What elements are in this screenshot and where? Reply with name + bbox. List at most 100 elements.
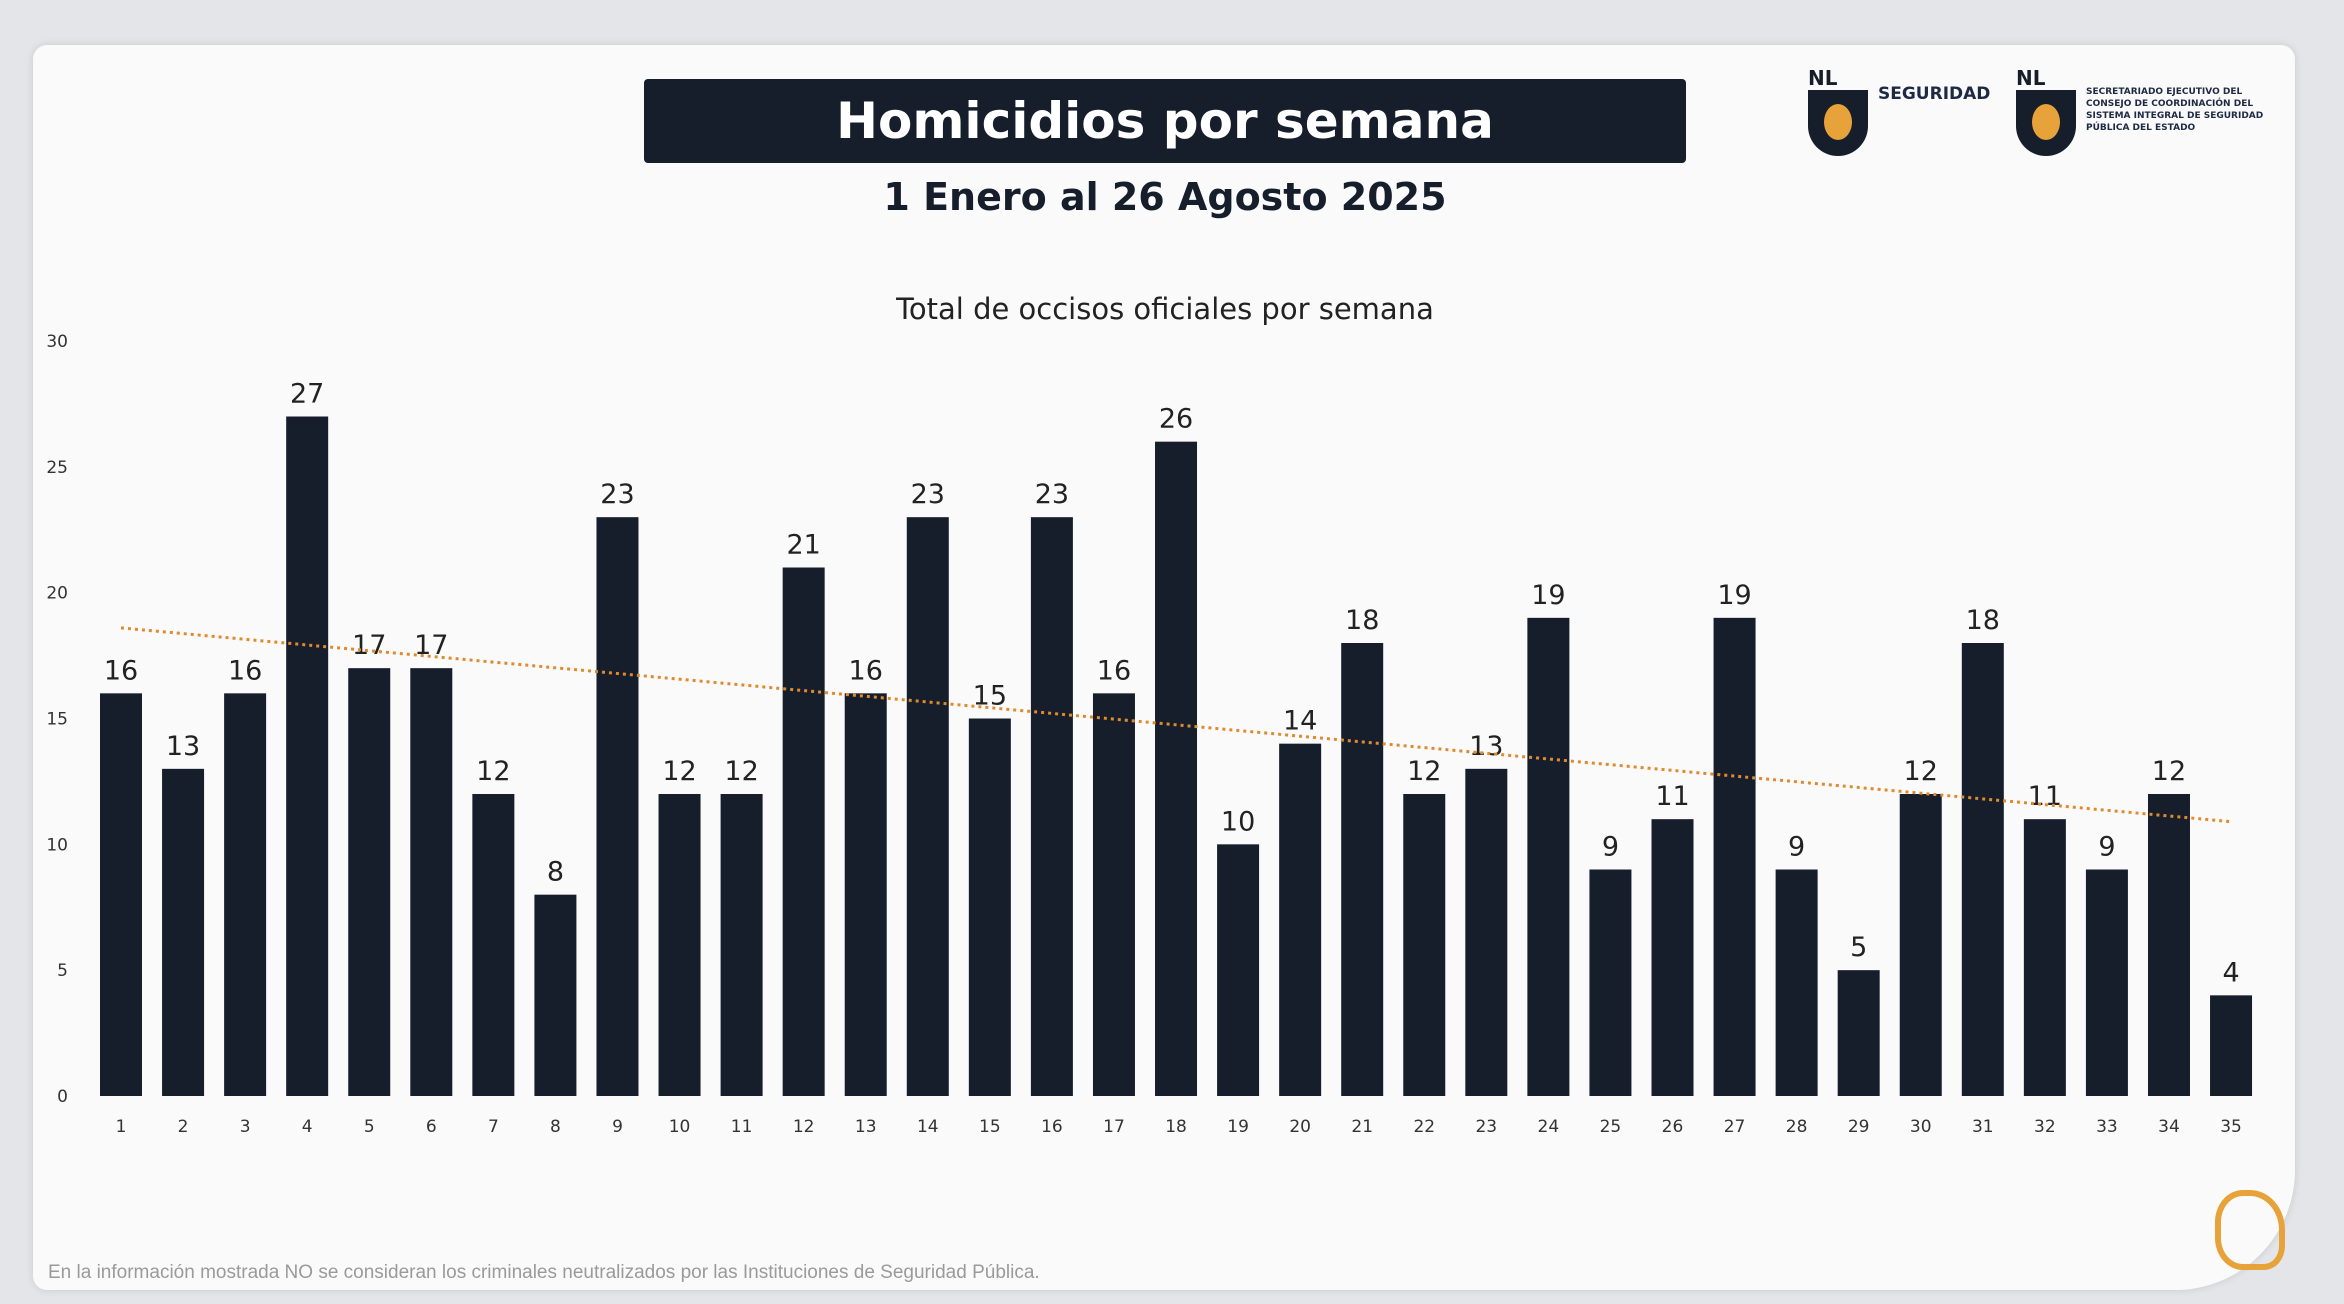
data-label: 16 xyxy=(849,655,883,686)
bar xyxy=(1465,768,1508,1096)
y-tick-label: 30 xyxy=(46,332,68,352)
y-tick-label: 25 xyxy=(46,458,68,478)
bar xyxy=(1775,869,1818,1096)
x-tick-label: 18 xyxy=(1165,1117,1187,1137)
bar xyxy=(224,693,267,1096)
bar xyxy=(410,668,453,1096)
bar xyxy=(1651,819,1694,1096)
bar xyxy=(2085,869,2128,1096)
data-label: 12 xyxy=(724,756,758,787)
y-tick-label: 5 xyxy=(57,961,68,981)
x-tick-label: 20 xyxy=(1289,1117,1311,1137)
x-tick-label: 34 xyxy=(2158,1117,2180,1137)
logo-mark: NL xyxy=(2016,66,2046,90)
x-tick-label: 30 xyxy=(1910,1117,1932,1137)
data-label: 12 xyxy=(1904,756,1938,787)
data-label: 23 xyxy=(911,479,945,510)
data-label: 16 xyxy=(228,655,262,686)
data-label: 5 xyxy=(1850,932,1867,963)
bar xyxy=(968,718,1011,1096)
x-tick-label: 24 xyxy=(1538,1117,1560,1137)
bar xyxy=(1341,643,1384,1096)
data-label: 10 xyxy=(1221,806,1255,837)
bar xyxy=(472,794,515,1096)
bar xyxy=(1279,743,1322,1096)
logo-mark: NL xyxy=(1808,66,1838,90)
x-tick-label: 23 xyxy=(1475,1117,1497,1137)
data-label: 12 xyxy=(1407,756,1441,787)
data-label: 21 xyxy=(786,530,820,561)
data-label: 19 xyxy=(1531,580,1565,611)
x-tick-label: 15 xyxy=(979,1117,1001,1137)
data-label: 18 xyxy=(1966,605,2000,636)
shield-icon: NL xyxy=(1808,66,1868,156)
footer-note: En la información mostrada NO se conside… xyxy=(48,1262,1040,1283)
bar xyxy=(844,693,887,1096)
bar xyxy=(286,416,329,1096)
data-label: 27 xyxy=(290,379,324,410)
shield-icon: NL xyxy=(2016,66,2076,156)
x-tick-label: 17 xyxy=(1103,1117,1125,1137)
data-label: 4 xyxy=(2222,957,2239,988)
x-tick-label: 9 xyxy=(612,1117,623,1137)
data-label: 13 xyxy=(166,731,200,762)
bar xyxy=(1713,617,1756,1096)
secretariado-logo: NL SECRETARIADO EJECUTIVO DEL CONSEJO DE… xyxy=(2016,66,2286,156)
data-label: 12 xyxy=(2152,756,2186,787)
data-label: 19 xyxy=(1717,580,1751,611)
bar xyxy=(1155,441,1198,1097)
data-label: 12 xyxy=(662,756,696,787)
bar xyxy=(596,517,639,1096)
x-tick-label: 12 xyxy=(793,1117,815,1137)
chart-title: Total de occisos oficiales por semana xyxy=(896,292,1434,326)
x-tick-label: 13 xyxy=(855,1117,877,1137)
bar xyxy=(906,517,949,1096)
x-tick-label: 27 xyxy=(1724,1117,1746,1137)
bar xyxy=(534,894,577,1096)
x-tick-label: 32 xyxy=(2034,1117,2056,1137)
bar xyxy=(2147,794,2190,1096)
x-tick-label: 29 xyxy=(1848,1117,1870,1137)
data-label: 15 xyxy=(973,681,1007,712)
x-tick-label: 25 xyxy=(1600,1117,1622,1137)
data-label: 9 xyxy=(1788,832,1805,863)
data-label: 14 xyxy=(1283,706,1317,737)
data-label: 16 xyxy=(1097,655,1131,686)
bar xyxy=(1837,970,1880,1096)
data-label: 9 xyxy=(2098,832,2115,863)
y-tick-label: 15 xyxy=(46,710,68,730)
y-tick-label: 20 xyxy=(46,584,68,604)
data-label: 18 xyxy=(1345,605,1379,636)
bar xyxy=(348,668,391,1096)
x-tick-label: 6 xyxy=(426,1117,437,1137)
logo-text: SECRETARIADO EJECUTIVO DEL CONSEJO DE CO… xyxy=(2086,87,2264,133)
trendline xyxy=(120,626,2232,824)
x-tick-label: 26 xyxy=(1662,1117,1684,1137)
x-tick-label: 3 xyxy=(240,1117,251,1137)
data-label: 23 xyxy=(1035,479,1069,510)
logo-text: SEGURIDAD xyxy=(1878,84,1991,104)
x-tick-label: 31 xyxy=(1972,1117,1994,1137)
bar xyxy=(720,794,763,1096)
x-tick-label: 14 xyxy=(917,1117,939,1137)
data-label: 11 xyxy=(2028,781,2062,812)
y-tick-label: 10 xyxy=(46,835,68,855)
bar xyxy=(2210,995,2253,1096)
data-label: 13 xyxy=(1469,731,1503,762)
x-tick-label: 22 xyxy=(1413,1117,1435,1137)
x-tick-label: 33 xyxy=(2096,1117,2118,1137)
x-tick-label: 5 xyxy=(364,1117,375,1137)
bar xyxy=(1527,617,1570,1096)
data-label: 8 xyxy=(547,857,564,888)
x-tick-label: 28 xyxy=(1786,1117,1808,1137)
x-tick-label: 19 xyxy=(1227,1117,1249,1137)
seguridad-logo: NL SEGURIDAD xyxy=(1808,66,1990,156)
x-tick-label: 16 xyxy=(1041,1117,1063,1137)
bar xyxy=(1899,794,1942,1096)
data-label: 16 xyxy=(104,655,138,686)
x-tick-label: 11 xyxy=(731,1117,753,1137)
data-label: 9 xyxy=(1602,832,1619,863)
data-label: 23 xyxy=(600,479,634,510)
x-tick-label: 1 xyxy=(116,1117,127,1137)
bar xyxy=(782,567,825,1096)
